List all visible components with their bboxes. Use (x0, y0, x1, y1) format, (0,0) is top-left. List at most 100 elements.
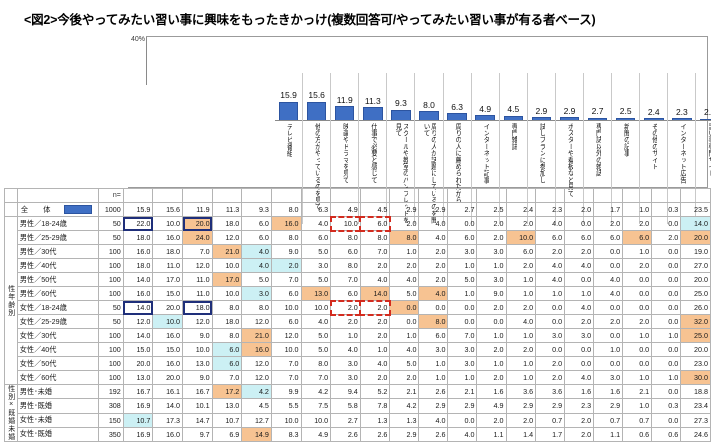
table-cell: 10.0 (152, 314, 184, 329)
table-cell: 11.0 (182, 286, 213, 301)
row-label: 男性／25-29歳 (16, 230, 99, 245)
table-cell: 2.9 (505, 398, 537, 414)
table-cell: 2.0 (505, 342, 537, 357)
table-cell: 1.3 (359, 412, 391, 428)
table-cell: 0.0 (476, 314, 507, 329)
table-row: 女性･既婚 350 16.9 16.0 9.7 6.9 14.9 8.3 4.9 2.6 2.6 2.… (5, 426, 711, 442)
header-spacer-value (505, 188, 537, 203)
table-cell: 4.0 (535, 258, 566, 273)
table-cell: 6.0 (241, 230, 272, 245)
category-label-cell: その他のサイト (640, 120, 668, 224)
table-cell: 5.0 (300, 328, 332, 343)
table-cell: 2.0 (330, 314, 361, 329)
table-cell: 2.0 (476, 342, 507, 357)
table-cell: 1.0 (622, 370, 653, 385)
table-cell: 2.0 (270, 258, 302, 273)
table-row: 全 体 1000 15.9 15.6 11.9 11.3 9.3 8.0 6.3 4.9 4.5 2.… (4, 202, 711, 217)
table-cell: 2.6 (418, 383, 449, 400)
row-label: 男性／60代 (16, 286, 99, 301)
row-label: 女性／50代 (16, 356, 99, 371)
table-cell: 12.0 (241, 356, 272, 371)
table-cell: 0.3 (651, 398, 682, 414)
row-n-value: 308 (97, 398, 124, 414)
n-header: n= (97, 188, 124, 203)
table-cell: 16.0 (152, 356, 184, 371)
table-cell: 3.0 (564, 328, 595, 343)
header-spacer-value (270, 188, 302, 203)
row-n-value: 100 (97, 370, 124, 385)
table-cell: 10.0 (505, 230, 537, 245)
table-cell: 18.0 (211, 216, 243, 231)
category-label: その他のサイト (650, 123, 658, 170)
table-cell: 10.0 (211, 286, 243, 301)
row-n-value: 350 (97, 426, 124, 442)
legend-color-swatch (64, 205, 93, 215)
table-cell: 0.0 (651, 342, 682, 357)
table-cell: 6.3 (300, 202, 332, 217)
table-cell: 4.0 (593, 272, 624, 287)
table-cell: 8.0 (241, 300, 272, 315)
table-cell: 21.0 (241, 328, 272, 343)
row-label: 男性･既婚 (16, 398, 99, 414)
table-cell: 17.2 (211, 383, 243, 400)
table-cell: 2.0 (564, 244, 595, 259)
table-cell: 2.0 (564, 412, 595, 428)
table-cell: 12.0 (270, 328, 302, 343)
table-cell: 10.0 (270, 342, 302, 357)
header-spacer-value (122, 188, 154, 203)
table-cell: 1.0 (535, 286, 566, 301)
table-cell: 11.0 (152, 258, 184, 273)
table-cell: 2.0 (359, 314, 391, 329)
table-cell: 1.0 (359, 342, 391, 357)
table-cell: 4.0 (593, 286, 624, 301)
table-cell: 2.0 (593, 314, 624, 329)
table-cell: 0.7 (535, 412, 566, 428)
table-cell: 20.0 (152, 370, 184, 385)
table-cell: 3.0 (418, 342, 449, 357)
table-cell: 6.0 (300, 230, 332, 245)
category-label-cell: 専門雑誌 (499, 120, 527, 224)
row-group-label: 性年齢別 (7, 284, 15, 317)
table-cell: 4.9 (330, 202, 361, 217)
table-cell: 2.0 (389, 216, 420, 231)
table-cell: 8.0 (211, 328, 243, 343)
category-label: 習い事専門サイト (706, 123, 711, 177)
table-cell: 2.0 (622, 314, 653, 329)
table-cell: 21.0 (211, 244, 243, 259)
table-cell: 4.0 (418, 216, 449, 231)
table-cell: 10.7 (211, 412, 243, 428)
table-cell: 4.0 (564, 258, 595, 273)
table-cell: 0.0 (622, 342, 653, 357)
table-cell: 14.0 (152, 398, 184, 414)
y-axis-max-label: 40% (131, 36, 146, 43)
table-cell: 2.0 (505, 412, 537, 428)
table-cell: 24.0 (182, 230, 213, 245)
table-cell: 2.4 (505, 202, 537, 217)
table-cell: 3.6 (505, 383, 537, 400)
table-cell: 0.7 (593, 412, 624, 428)
table-cell: 14.0 (680, 216, 711, 231)
bar (334, 106, 355, 121)
bar-value-label: 2.3 (675, 106, 688, 117)
bar-column: 2.5 新聞の記事 (612, 73, 641, 224)
table-cell: 6.0 (330, 286, 361, 301)
row-n-value: 150 (97, 412, 124, 428)
bar-value-label: 2.7 (591, 106, 604, 117)
table-cell: 1.0 (389, 328, 420, 343)
table-cell: 11.9 (182, 202, 213, 217)
category-label: 新聞の記事 (622, 123, 630, 157)
table-cell: 10.0 (300, 300, 332, 315)
table-cell: 5.0 (300, 244, 332, 259)
table-cell: 2.6 (359, 426, 391, 442)
table-cell: 4.0 (241, 258, 272, 273)
table-cell: 2.0 (389, 258, 420, 273)
table-cell: 16.1 (152, 383, 184, 400)
table-cell: 1.0 (476, 328, 507, 343)
table-cell: 0.0 (593, 328, 624, 343)
category-label-cell: 他の方がやっているのを見て (303, 120, 331, 224)
table-cell: 1.0 (564, 286, 595, 301)
table-cell: 2.6 (330, 426, 361, 442)
table-cell: 14.0 (359, 286, 391, 301)
table-cell: 1.6 (476, 383, 507, 400)
table-cell: 2.0 (505, 216, 537, 231)
